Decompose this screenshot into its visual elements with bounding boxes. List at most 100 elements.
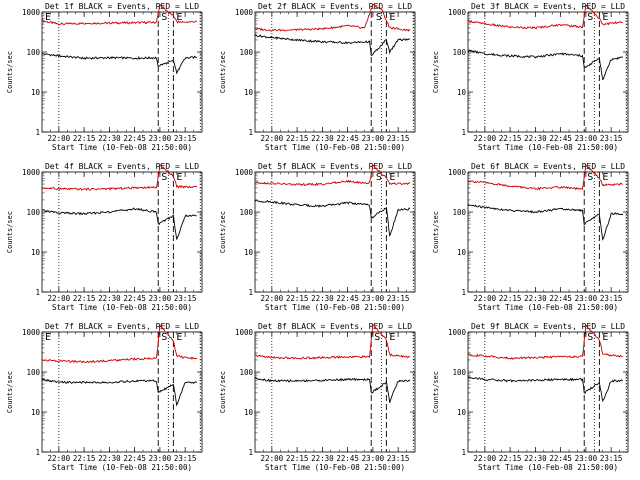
x-tick-label: 23:00: [362, 454, 385, 463]
x-axis-label: Start Time (10-Feb-08 21:50:00): [52, 143, 192, 152]
y-tick-label: 1000: [448, 8, 467, 17]
panel-title: Det 5f BLACK = Events, RED = LLD: [258, 162, 412, 171]
series-line-events: [41, 52, 198, 75]
y-tick-label: 1000: [22, 168, 41, 177]
x-tick-label: 22:15: [73, 454, 96, 463]
marker-label: E: [45, 12, 51, 23]
x-tick-label: 22:45: [549, 134, 572, 143]
panel-title: Det 3f BLACK = Events, RED = LLD: [471, 2, 625, 11]
x-tick-label: 23:00: [149, 134, 172, 143]
panel-title: Det 8f BLACK = Events, RED = LLD: [258, 322, 412, 331]
y-tick-label: 1000: [448, 168, 467, 177]
marker-label: E: [176, 332, 182, 343]
y-tick-label: 10: [244, 408, 254, 417]
series-line-events: [467, 49, 623, 81]
x-tick-label: 22:00: [474, 294, 497, 303]
y-tick-label: 1000: [22, 328, 41, 337]
y-tick-label: 10: [457, 88, 467, 97]
marker-label: S: [587, 12, 593, 23]
panel-1: Det 1f BLACK = Events, RED = LLD 1 10 100 10…: [6, 2, 203, 152]
series-line-lld: [41, 163, 198, 191]
series-line-events: [254, 34, 411, 56]
y-tick-label: 1: [461, 288, 466, 297]
x-tick-label: 22:00: [261, 134, 284, 143]
panel-5: Det 5f BLACK = Events, RED = LLD 1 10 100 10…: [219, 162, 416, 312]
y-tick-label: 100: [452, 208, 466, 217]
plot-frame: [467, 11, 629, 133]
y-tick-label: 10: [31, 248, 41, 257]
panel-6: Det 6f BLACK = Events, RED = LLD 1 10 100 10…: [432, 162, 629, 312]
y-axis-label: Counts/sec: [432, 371, 440, 413]
x-tick-label: 22:15: [286, 294, 309, 303]
y-axis-label: Counts/sec: [6, 51, 14, 93]
y-axis-label: Counts/sec: [219, 371, 227, 413]
y-tick-label: 100: [26, 208, 40, 217]
y-tick-label: 10: [31, 408, 41, 417]
y-tick-label: 100: [239, 368, 253, 377]
x-tick-label: 22:15: [499, 454, 522, 463]
panel-title: Det 6f BLACK = Events, RED = LLD: [471, 162, 625, 171]
marker-label: E: [176, 12, 182, 23]
y-tick-label: 1000: [448, 328, 467, 337]
marker-label: E: [602, 12, 608, 23]
x-tick-label: 22:30: [311, 294, 334, 303]
y-tick-label: 1: [248, 448, 253, 457]
y-tick-label: 100: [26, 48, 40, 57]
series-line-lld: [254, 164, 411, 187]
series-line-lld: [41, 324, 198, 364]
y-tick-label: 10: [457, 248, 467, 257]
y-axis-label: Counts/sec: [219, 211, 227, 253]
y-axis-label: Counts/sec: [6, 371, 14, 413]
panel-title: Det 4f BLACK = Events, RED = LLD: [45, 162, 199, 171]
x-tick-label: 22:00: [48, 294, 71, 303]
x-tick-label: 22:30: [311, 454, 334, 463]
x-tick-label: 23:00: [149, 454, 172, 463]
series-line-lld: [467, 163, 624, 191]
series-line-lld: [467, 4, 623, 30]
marker-label: S: [161, 172, 167, 183]
marker-label: S: [587, 172, 593, 183]
marker-label: S: [587, 332, 593, 343]
x-tick-label: 23:15: [600, 134, 623, 143]
x-tick-label: 22:00: [261, 454, 284, 463]
x-tick-label: 22:45: [336, 134, 359, 143]
marker-label: E: [389, 332, 395, 343]
series-line-lld: [467, 324, 624, 360]
series-line-events: [467, 376, 624, 402]
x-tick-label: 22:30: [524, 294, 547, 303]
plot-frame: [254, 331, 416, 453]
x-tick-label: 23:15: [387, 454, 410, 463]
x-axis-label: Start Time (10-Feb-08 21:50:00): [478, 303, 618, 312]
marker-label: S: [376, 12, 382, 23]
x-tick-label: 23:15: [600, 454, 623, 463]
x-tick-label: 22:00: [48, 454, 71, 463]
panel-title: Det 1f BLACK = Events, RED = LLD: [45, 2, 199, 11]
x-axis-label: Start Time (10-Feb-08 21:50:00): [52, 463, 192, 472]
x-tick-label: 23:15: [174, 294, 197, 303]
x-tick-label: 23:15: [387, 294, 410, 303]
plot-frame: [467, 331, 629, 453]
marker-label: E: [602, 332, 608, 343]
marker-label: E: [45, 332, 51, 343]
x-tick-label: 23:15: [387, 134, 410, 143]
x-tick-label: 22:15: [73, 294, 96, 303]
y-tick-label: 1: [461, 448, 466, 457]
series-line-lld: [254, 4, 411, 32]
marker-label: E: [602, 172, 608, 183]
panel-2: Det 2f BLACK = Events, RED = LLD 1 10 100 10…: [219, 2, 416, 152]
plot-frame: [254, 11, 416, 133]
x-axis-label: Start Time (10-Feb-08 21:50:00): [265, 303, 405, 312]
y-tick-label: 1: [248, 288, 253, 297]
series-line-events: [467, 203, 624, 241]
y-tick-label: 10: [244, 248, 254, 257]
plot-frame: [254, 171, 416, 293]
plot-frame: [467, 171, 629, 293]
x-tick-label: 22:45: [123, 134, 146, 143]
x-tick-label: 22:45: [549, 454, 572, 463]
series-line-events: [42, 207, 197, 240]
x-tick-label: 23:15: [600, 294, 623, 303]
marker-label: S: [161, 332, 167, 343]
marker-label: E: [389, 172, 395, 183]
